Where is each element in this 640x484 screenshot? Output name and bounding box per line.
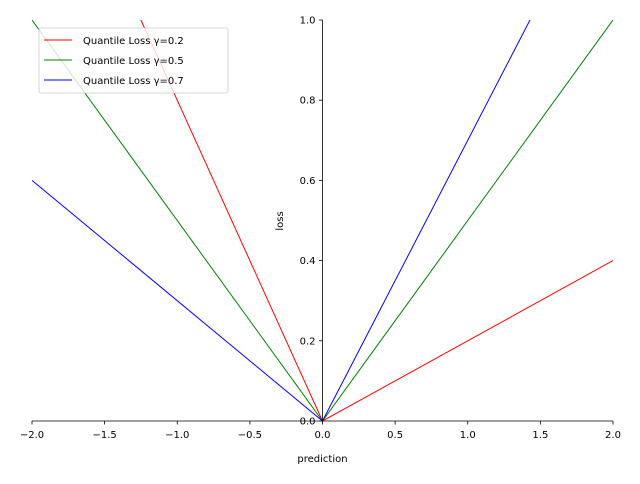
x-tick-label: 1.5	[532, 430, 548, 441]
x-ticks: −2.0 −1.5 −1.0 −0.5 0.0 0.5 1.0 1.5 2.0	[20, 421, 621, 441]
legend-label-1: Quantile Loss γ=0.5	[83, 56, 184, 67]
legend: Quantile Loss γ=0.2 Quantile Loss γ=0.5 Qu…	[38, 27, 229, 94]
y-tick-label: 0.6	[300, 176, 316, 187]
x-tick-label: 1.0	[460, 430, 476, 441]
x-tick-label: 0.5	[387, 430, 403, 441]
x-tick-label: 0.0	[315, 430, 331, 441]
y-tick-label: 0.4	[300, 256, 316, 267]
series-line-2	[32, 20, 531, 421]
legend-label-2: Quantile Loss γ=0.7	[83, 76, 184, 87]
x-axis-label: prediction	[297, 454, 347, 465]
y-ticks: 0.0 0.2 0.4 0.6 0.8 1.0	[300, 16, 323, 428]
x-tick-label: −2.0	[20, 430, 44, 441]
y-tick-label: 1.0	[300, 16, 316, 27]
legend-label-0: Quantile Loss γ=0.2	[83, 36, 184, 47]
series-lines	[32, 20, 613, 421]
series-line-1	[32, 20, 613, 421]
legend-frame	[38, 27, 229, 94]
x-tick-label: −1.0	[165, 430, 189, 441]
y-tick-label: 0.8	[300, 96, 316, 107]
x-tick-label: 2.0	[605, 430, 621, 441]
y-tick-label: 0.0	[300, 417, 316, 428]
y-axis-label: loss	[275, 211, 286, 230]
y-tick-label: 0.2	[300, 336, 316, 347]
x-tick-label: −0.5	[238, 430, 262, 441]
series-line-0	[140, 20, 613, 421]
x-tick-label: −1.5	[92, 430, 116, 441]
